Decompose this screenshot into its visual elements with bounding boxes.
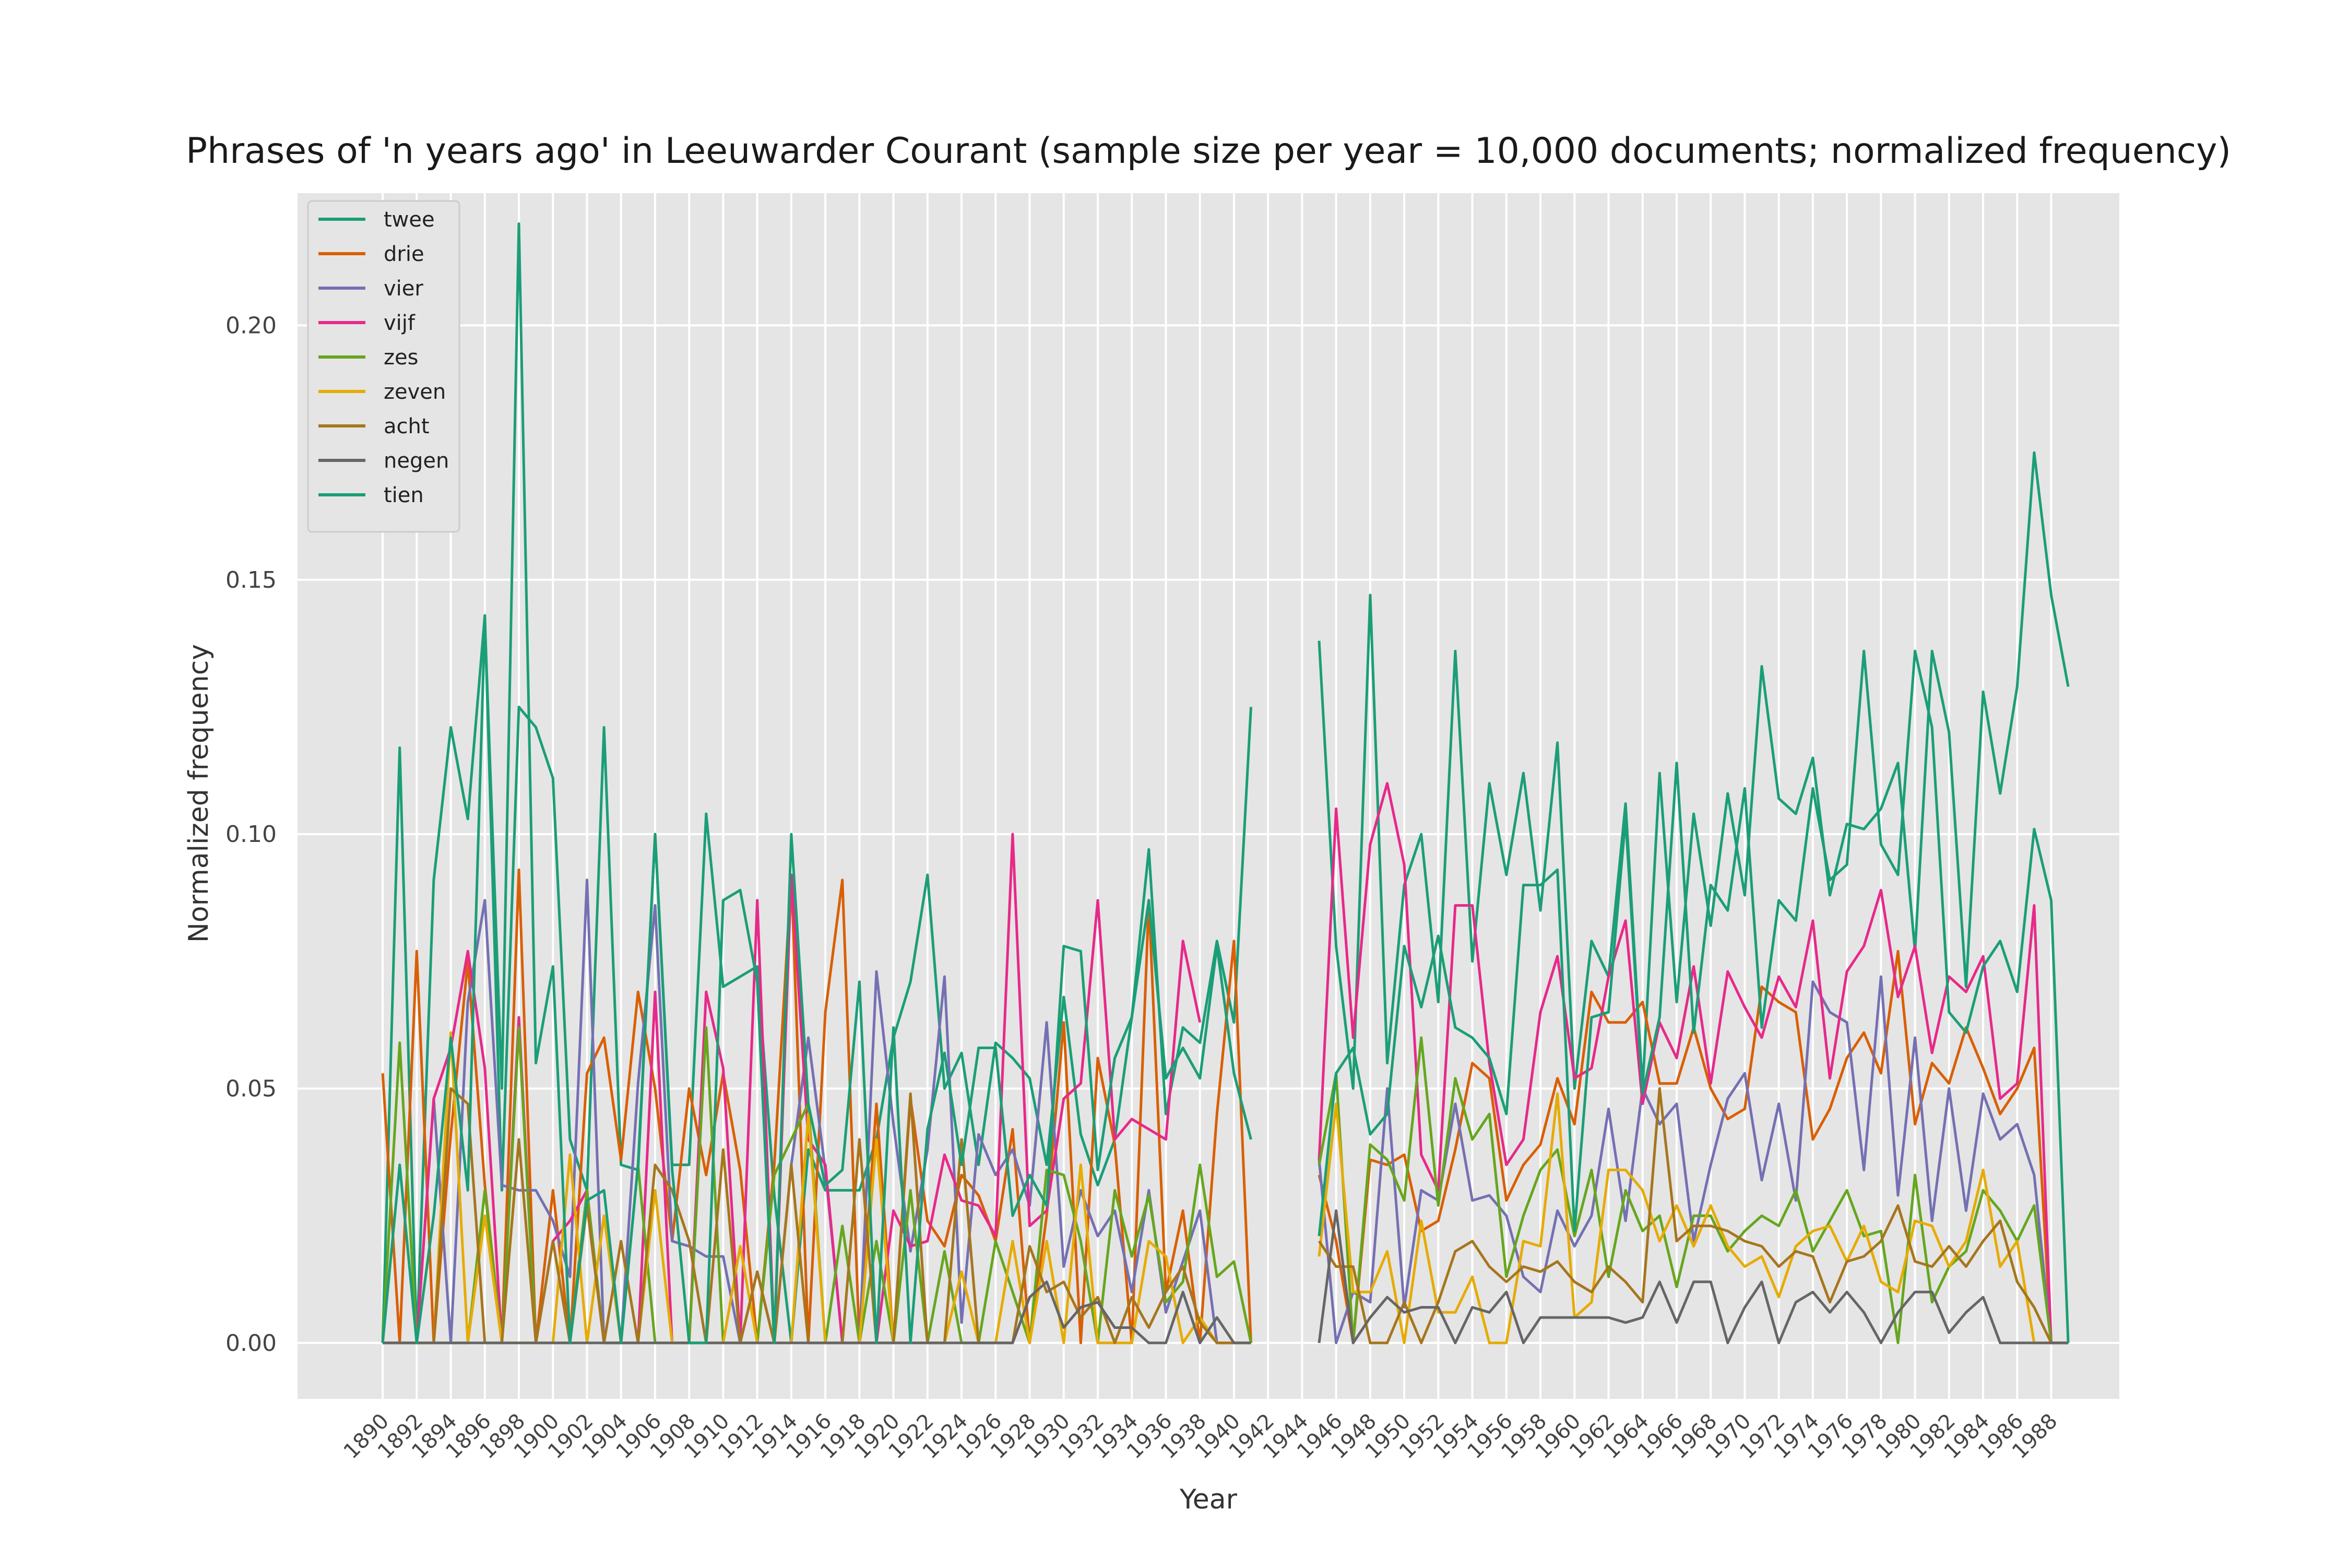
legend-label-zes: zes (384, 346, 418, 370)
y-tick-label: 0.20 (226, 312, 277, 339)
legend-label-acht: acht (384, 414, 430, 438)
y-axis-label: Normalized frequency (183, 644, 215, 943)
y-tick-label: 0.05 (226, 1075, 277, 1102)
legend-label-drie: drie (384, 242, 424, 266)
legend-label-twee: twee (384, 208, 435, 232)
y-tick-label: 0.10 (226, 821, 277, 848)
legend-box (307, 200, 460, 533)
y-axis-ticks: 0.00 0.05 0.10 0.15 0.20 (226, 312, 277, 1356)
legend-label-zeven: zeven (384, 380, 446, 404)
legend-label-negen: negen (384, 449, 449, 473)
legend: twee drie vier vijf zes zeven acht negen tien (307, 200, 460, 533)
legend-label-vijf: vijf (384, 311, 416, 335)
legend-label-tien: tien (384, 483, 424, 507)
series-line-vijf (383, 782, 2069, 1345)
series-line-tien (381, 222, 2070, 1345)
y-tick-label: 0.00 (226, 1330, 277, 1357)
x-axis-label: Year (1179, 1484, 1238, 1515)
y-tick-label: 0.15 (226, 567, 277, 593)
series-lines (381, 222, 2070, 1345)
chart-title: Phrases of 'n years ago' in Leeuwarder C… (186, 130, 2231, 172)
series-line-negen (383, 1209, 2069, 1345)
legend-label-vier: vier (384, 277, 423, 301)
